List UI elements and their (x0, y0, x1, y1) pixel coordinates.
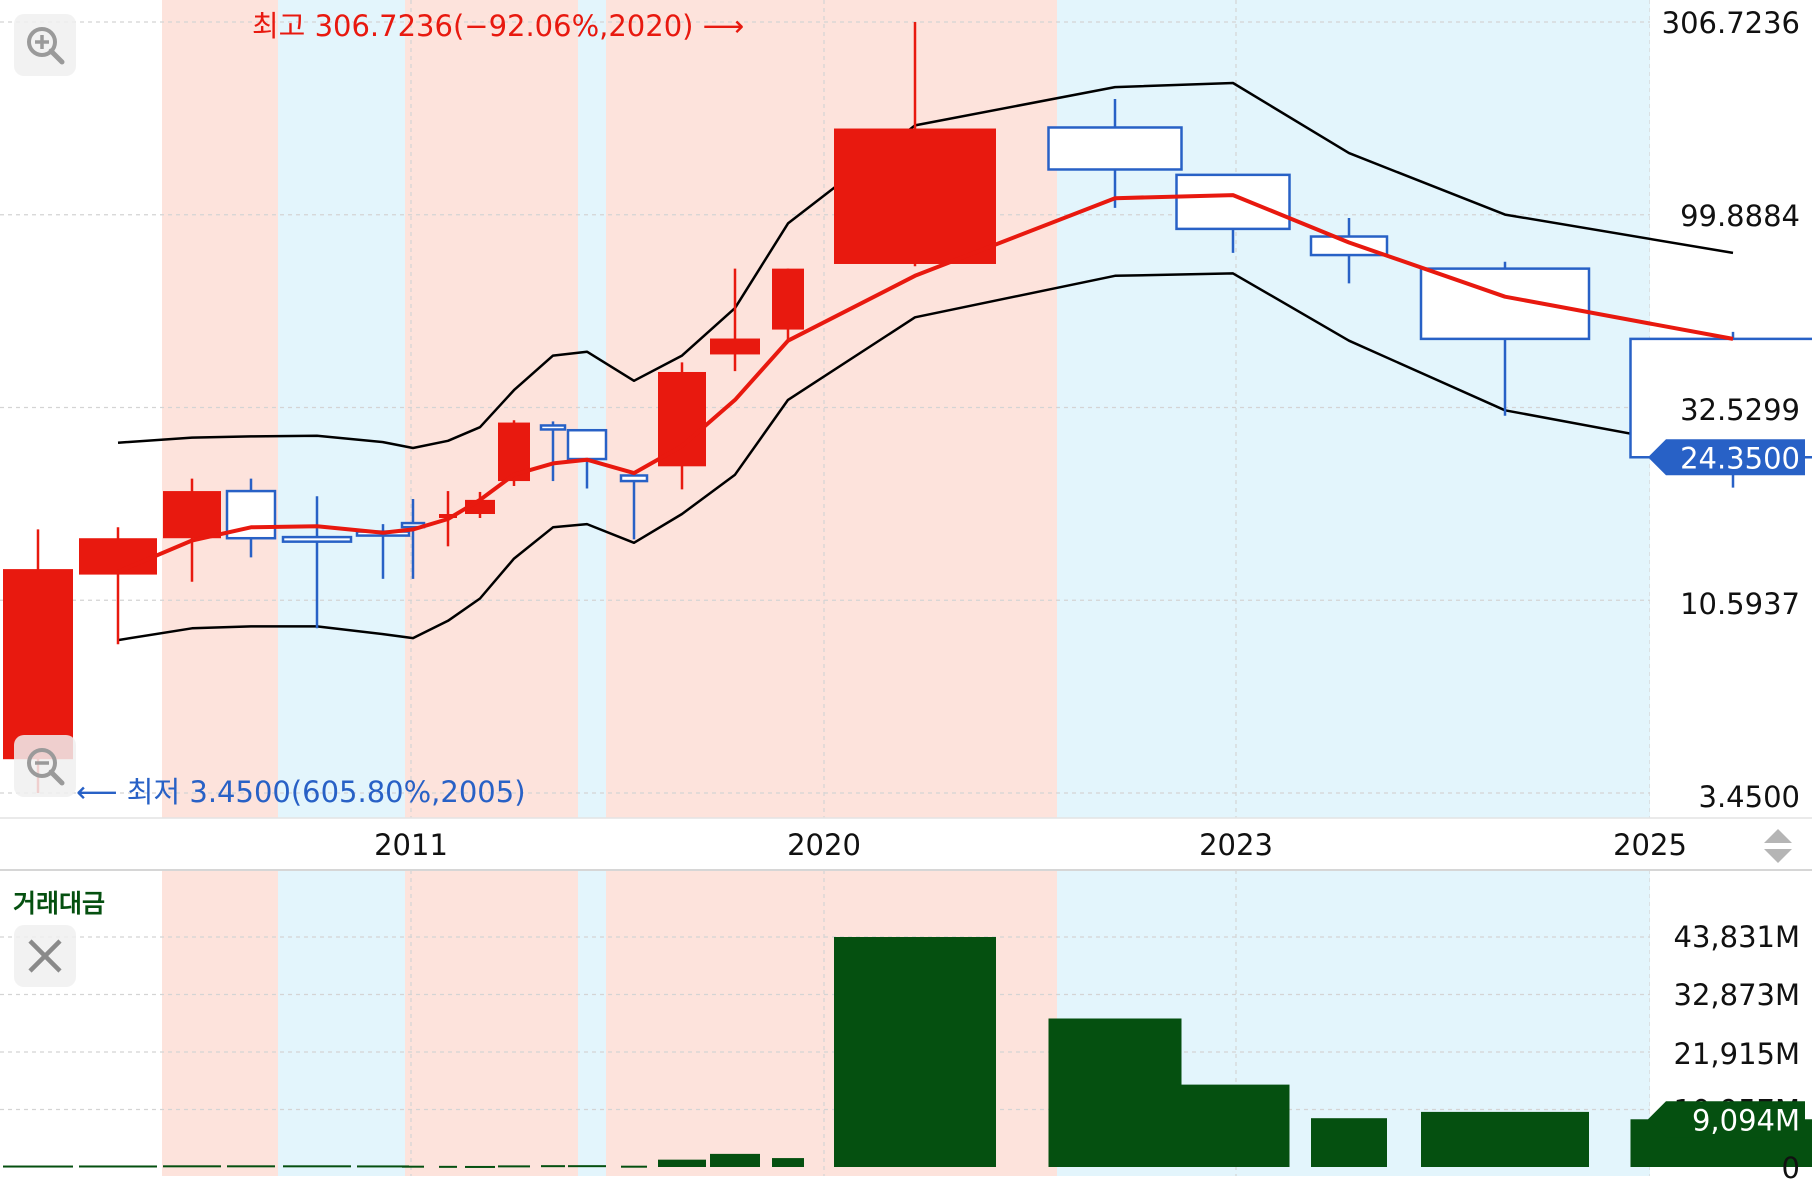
candle-body-18 (1177, 175, 1290, 229)
candle-body-2 (163, 491, 221, 538)
candle-body-11 (568, 430, 606, 459)
low-annotation: ⟵ 최저 3.4500(605.80%,2005) (76, 775, 526, 809)
period-shade-volume-2 (405, 870, 578, 1176)
period-shade-main-0 (162, 0, 278, 818)
volume-bar-15 (772, 1158, 804, 1167)
price-tick-label-1: 99.8884 (1680, 199, 1800, 233)
close-icon (14, 925, 76, 987)
candle-body-20 (1421, 269, 1589, 339)
candle-body-1 (79, 538, 157, 574)
time-axis-label-2: 2023 (1199, 828, 1273, 862)
period-shade-volume-0 (162, 870, 278, 1176)
volume-bar-1 (79, 1165, 157, 1167)
period-shade-main-3 (578, 0, 606, 818)
zoom-in-button[interactable] (14, 14, 76, 76)
volume-tick-label-0: 43,831M (1674, 920, 1801, 954)
candle-body-17 (1049, 127, 1182, 169)
volume-bar-16 (834, 937, 996, 1167)
volume-bar-3 (227, 1165, 275, 1167)
candle-body-0 (3, 569, 73, 759)
price-tick-label-0: 306.7236 (1662, 6, 1800, 40)
candle-body-4 (283, 537, 351, 542)
volume-bar-8 (465, 1166, 495, 1168)
volume-bar-13 (658, 1160, 706, 1167)
period-shade-volume-3 (578, 870, 606, 1176)
volume-bar-4 (283, 1165, 351, 1167)
period-shade-volume-1 (278, 870, 405, 1176)
time-axis-label-3: 2025 (1613, 828, 1687, 862)
volume-bar-6 (402, 1166, 424, 1168)
zoom-out-icon (14, 735, 76, 797)
volume-bar-7 (439, 1166, 457, 1168)
time-axis-label-0: 2011 (374, 828, 448, 862)
volume-bar-9 (498, 1165, 530, 1167)
time-axis-label-1: 2020 (787, 828, 861, 862)
volume-bar-17 (1049, 1018, 1182, 1167)
current-price-label: 24.3500 (1680, 441, 1800, 475)
volume-bar-10 (541, 1165, 565, 1167)
high-annotation: 최고 306.7236(−92.06%,2020) ⟶ (252, 9, 744, 43)
volume-panel-title: 거래대금 (13, 889, 105, 918)
volume-bar-12 (621, 1166, 647, 1168)
candle-body-14 (710, 339, 760, 355)
current-volume-label: 9,094M (1692, 1103, 1800, 1137)
candle-body-10 (541, 425, 565, 429)
zoom-in-icon (14, 14, 76, 76)
price-tick-label-4: 3.4500 (1699, 780, 1800, 814)
time-axis-band (0, 818, 1812, 870)
candle-body-13 (658, 372, 706, 466)
volume-bar-2 (163, 1165, 221, 1167)
candle-1 (79, 527, 157, 644)
candle-body-16 (834, 129, 996, 264)
period-shade-main-5 (1057, 0, 1650, 818)
price-tick-label-3: 10.5937 (1680, 587, 1800, 621)
volume-tick-label-2: 21,915M (1674, 1037, 1801, 1071)
period-shade-main-2 (405, 0, 578, 818)
volume-tick-label-1: 32,873M (1674, 978, 1801, 1012)
volume-bar-19 (1311, 1118, 1387, 1167)
volume-bar-14 (710, 1154, 760, 1167)
candle-body-15 (772, 269, 804, 330)
volume-bar-5 (357, 1165, 409, 1167)
zoom-out-button[interactable] (14, 735, 76, 797)
volume-bar-18 (1177, 1085, 1290, 1167)
volume-bar-11 (568, 1165, 606, 1167)
period-shade-main-1 (278, 0, 405, 818)
candle-body-12 (621, 475, 647, 481)
volume-bar-0 (3, 1166, 73, 1168)
price-tick-label-2: 32.5299 (1680, 393, 1800, 427)
volume-tick-label-3: 0 (1782, 1151, 1800, 1179)
volume-bar-20 (1421, 1112, 1589, 1167)
close-indicator-button[interactable] (14, 925, 76, 987)
